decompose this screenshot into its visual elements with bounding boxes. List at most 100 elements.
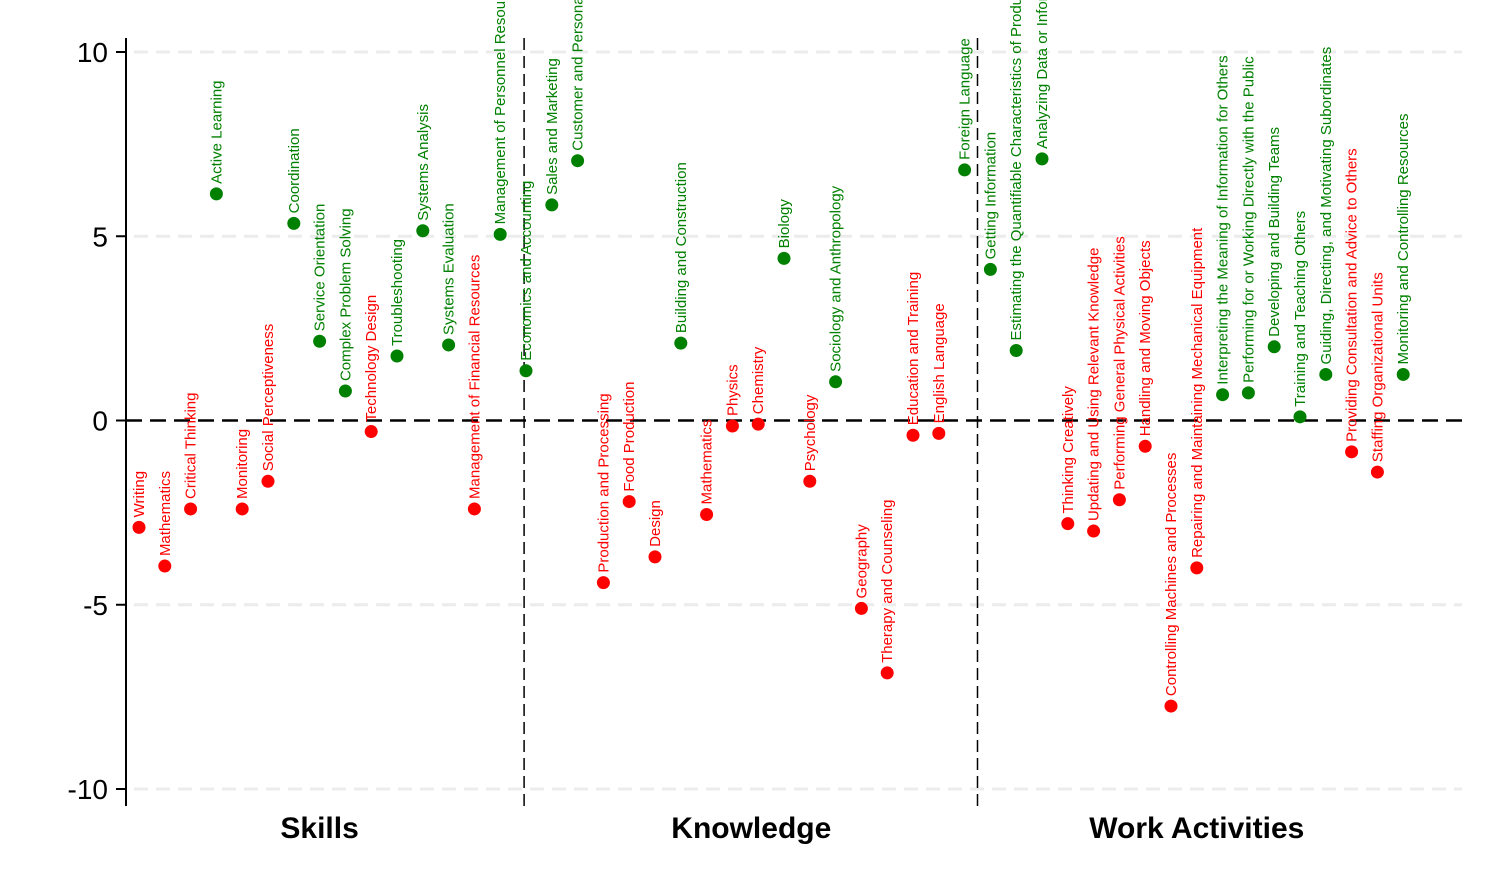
point-label: Sales and Marketing bbox=[544, 58, 561, 195]
data-point bbox=[674, 336, 688, 350]
y-tick-label: -10 bbox=[68, 774, 108, 805]
grid-lines bbox=[134, 50, 1462, 791]
y-tick-label: 5 bbox=[92, 221, 108, 252]
point-label: Controlling Machines and Processes bbox=[1163, 453, 1180, 696]
data-point bbox=[184, 502, 198, 516]
data-point bbox=[1345, 445, 1359, 459]
point-label: Service Orientation bbox=[312, 204, 329, 332]
data-point bbox=[829, 375, 843, 389]
data-point bbox=[1164, 699, 1178, 713]
data-point bbox=[622, 495, 636, 509]
data-point bbox=[932, 426, 946, 440]
data-point bbox=[1319, 367, 1333, 381]
data-point bbox=[545, 198, 559, 212]
point-label: Geography bbox=[853, 524, 870, 599]
group-label: Skills bbox=[280, 812, 358, 845]
data-point bbox=[1267, 340, 1281, 354]
data-point bbox=[983, 262, 997, 276]
point-labels: Writing Mathematics Critical Thinking Activ… bbox=[131, 0, 1412, 696]
point-label: Technology Design bbox=[363, 295, 380, 422]
point-label: Interpreting the Meaning of Information … bbox=[1215, 55, 1232, 384]
data-point bbox=[416, 224, 430, 238]
data-point bbox=[1293, 410, 1307, 424]
point-label: Guiding, Directing, and Motivating Subor… bbox=[1318, 47, 1335, 365]
point-label: Monitoring bbox=[234, 429, 251, 499]
data-point bbox=[1035, 152, 1049, 166]
y-tick-label: 0 bbox=[92, 406, 108, 437]
data-point bbox=[777, 251, 791, 265]
point-label: Customer and Personal Service bbox=[570, 0, 587, 151]
point-label: Physics bbox=[724, 364, 741, 416]
point-label: Psychology bbox=[802, 394, 819, 471]
data-point bbox=[158, 559, 172, 573]
point-label: Chemistry bbox=[750, 346, 767, 414]
point-label: Thinking Creatively bbox=[1060, 386, 1077, 514]
point-label: Getting Information bbox=[982, 132, 999, 260]
point-label: Developing and Building Teams bbox=[1266, 127, 1283, 337]
data-point bbox=[519, 364, 533, 378]
point-label: Food Production bbox=[621, 381, 638, 491]
point-label: Foreign Language bbox=[957, 38, 974, 160]
point-label: Systems Analysis bbox=[415, 104, 432, 221]
point-label: Coordination bbox=[286, 128, 303, 213]
point-label: Writing bbox=[131, 471, 148, 517]
y-tick-label: -5 bbox=[83, 590, 108, 621]
data-point bbox=[1190, 561, 1204, 575]
data-point bbox=[390, 349, 404, 363]
point-label: Design bbox=[647, 500, 664, 547]
point-label: English Language bbox=[931, 303, 948, 423]
data-point bbox=[1061, 517, 1075, 531]
point-label: Management of Financial Resources bbox=[466, 255, 483, 499]
point-label: Performing General Physical Activities bbox=[1111, 236, 1128, 489]
point-label: Sociology and Anthropology bbox=[828, 185, 845, 371]
point-label: Mathematics bbox=[157, 471, 174, 556]
data-point bbox=[906, 428, 920, 442]
data-point bbox=[880, 666, 894, 680]
data-point bbox=[648, 550, 662, 564]
point-label: Handling and Moving Objects bbox=[1137, 240, 1154, 436]
point-label: Economics and Accounting bbox=[518, 181, 535, 361]
point-label: Estimating the Quantifiable Characterist… bbox=[1008, 0, 1025, 340]
point-label: Performing for or Working Directly with … bbox=[1240, 56, 1257, 383]
data-point bbox=[1396, 367, 1410, 381]
point-label: Repairing and Maintaining Mechanical Equ… bbox=[1189, 227, 1206, 558]
point-label: Active Learning bbox=[208, 80, 225, 183]
point-label: Updating and Using Relevant Knowledge bbox=[1086, 248, 1103, 522]
data-point bbox=[751, 417, 765, 431]
y-axis: -10 -5 0 5 10 bbox=[68, 37, 127, 806]
data-point bbox=[1241, 386, 1255, 400]
data-point bbox=[958, 163, 972, 177]
data-point bbox=[209, 187, 223, 201]
point-label: Providing Consultation and Advice to Oth… bbox=[1344, 148, 1361, 442]
data-point bbox=[854, 601, 868, 615]
data-point bbox=[1087, 524, 1101, 538]
data-point bbox=[287, 216, 301, 230]
group-separators bbox=[523, 38, 979, 806]
point-label: Training and Teaching Others bbox=[1292, 211, 1309, 407]
point-label: Mathematics bbox=[699, 419, 716, 504]
point-label: Education and Training bbox=[905, 272, 922, 425]
point-label: Therapy and Counseling bbox=[879, 499, 896, 662]
data-point bbox=[1009, 343, 1023, 357]
data-point bbox=[596, 576, 610, 590]
point-label: Complex Problem Solving bbox=[337, 208, 354, 381]
point-label: Staffing Organizational Units bbox=[1369, 272, 1386, 462]
point-label: Management of Personnel Resources bbox=[492, 0, 509, 224]
data-point bbox=[132, 520, 146, 534]
point-label: Systems Evaluation bbox=[441, 203, 458, 335]
data-point bbox=[571, 154, 585, 168]
data-point bbox=[493, 227, 507, 241]
point-label: Biology bbox=[776, 199, 793, 249]
y-tick-label: 10 bbox=[77, 37, 108, 68]
data-point bbox=[1138, 439, 1152, 453]
point-label: Critical Thinking bbox=[183, 393, 200, 499]
data-point bbox=[467, 502, 481, 516]
data-point bbox=[442, 338, 456, 352]
point-label: Social Perceptiveness bbox=[260, 324, 277, 472]
point-label: Monitoring and Controlling Resources bbox=[1395, 113, 1412, 364]
data-point bbox=[1216, 388, 1230, 402]
group-label: Knowledge bbox=[671, 812, 831, 845]
data-point bbox=[338, 384, 352, 398]
data-point bbox=[803, 474, 817, 488]
